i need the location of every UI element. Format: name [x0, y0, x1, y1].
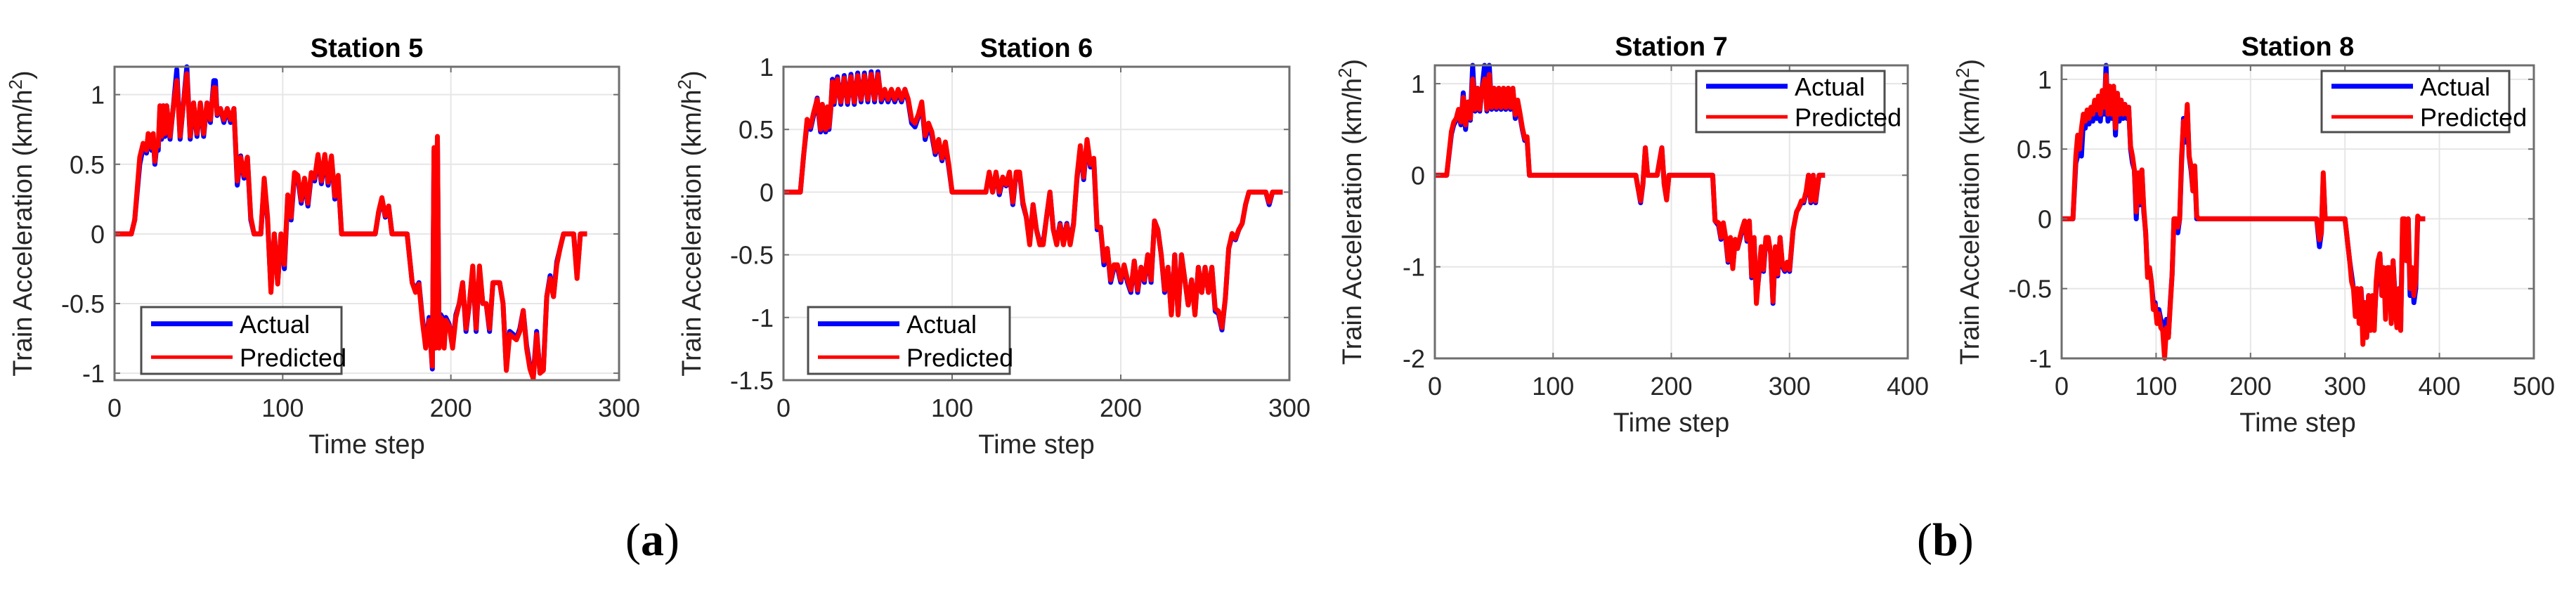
y-tick-label: 0.5	[739, 115, 774, 144]
legend-label-predicted: Predicted	[240, 343, 346, 372]
y-axis-label: Train Acceleration (km/h2)	[674, 70, 707, 376]
x-tick-label: 100	[931, 394, 973, 422]
x-tick-label: 100	[1532, 372, 1574, 401]
x-tick-label: 300	[1268, 394, 1310, 422]
legend-label-actual: Actual	[906, 310, 977, 339]
legend-label-predicted: Predicted	[906, 343, 1013, 372]
y-tick-label: 0.5	[70, 150, 105, 179]
x-tick-label: 0	[1428, 372, 1442, 401]
y-tick-label: -1	[2029, 344, 2052, 373]
x-tick-label: 400	[1887, 372, 1929, 401]
y-tick-label: -1	[1403, 253, 1425, 282]
legend-label-actual: Actual	[2420, 72, 2490, 101]
x-axis-label: Time step	[2239, 408, 2355, 438]
series-predicted-line	[1435, 72, 1826, 306]
x-tick-label: 0	[2055, 372, 2069, 401]
y-tick-label: -1.5	[730, 366, 774, 395]
axes-box	[113, 65, 620, 382]
x-tick-label: 300	[1769, 372, 1811, 401]
x-tick-label: 400	[2419, 372, 2461, 401]
chart-station-6: 0 100 200 300 -1.5 -1 -0.5 0 0.5 1 Station 6 Time s…	[674, 34, 1310, 460]
y-tick-label: 1	[2038, 65, 2052, 94]
y-tick-label: -1	[751, 304, 774, 332]
legend-label-actual: Actual	[240, 310, 310, 339]
x-axis-label: Time step	[308, 430, 424, 460]
chart-station-8: 0 100 200 300 400 500 -1 -0.5 0 0.5 1 Station 8 Time…	[1952, 32, 2555, 438]
series-predicted-line	[783, 72, 1283, 330]
chart-station-5: 0 100 200 300 -1 -0.5 0 0.5 1 Station 5 Time step T…	[5, 34, 640, 460]
x-tick-label: 200	[2230, 372, 2272, 401]
chart-title: Station 6	[980, 34, 1093, 63]
y-tick-label: -1	[82, 359, 105, 388]
x-axis-label: Time step	[1613, 408, 1729, 438]
y-axis-label: Train Acceleration (km/h2)	[5, 70, 38, 376]
x-tick-label: 300	[598, 394, 640, 422]
chart-title: Station 8	[2242, 32, 2354, 62]
y-axis-label: Train Acceleration (km/h2)	[1952, 59, 1985, 365]
x-tick-label: 0	[108, 394, 122, 422]
y-tick-label: 1	[91, 81, 105, 110]
axes-box	[2060, 64, 2535, 360]
y-tick-label: -0.5	[2008, 275, 2052, 304]
x-tick-label: 200	[1650, 372, 1692, 401]
axes-box	[782, 65, 1291, 382]
y-tick-label: -0.5	[730, 241, 774, 270]
legend-label-predicted: Predicted	[2420, 103, 2527, 131]
series-predicted-line	[115, 71, 587, 382]
x-tick-label: 200	[430, 394, 472, 422]
y-tick-label: 1	[1411, 70, 1425, 98]
y-tick-label: 1	[760, 53, 774, 82]
legend-label-predicted: Predicted	[1795, 103, 1901, 131]
y-tick-label: 0	[1411, 161, 1425, 190]
legend: Actual Predicted	[140, 306, 346, 375]
x-tick-label: 0	[776, 394, 791, 422]
y-tick-label: 0	[2038, 204, 2052, 233]
x-tick-label: 100	[2135, 372, 2177, 401]
chart-title: Station 7	[1615, 32, 1727, 62]
panel-label-a: (a)	[625, 514, 679, 566]
x-tick-label: 300	[2324, 372, 2366, 401]
x-tick-label: 500	[2513, 372, 2555, 401]
series-predicted-line	[2062, 72, 2426, 361]
y-tick-label: -2	[1403, 344, 1425, 373]
panel-label-b: (b)	[1917, 514, 1974, 566]
y-tick-label: 0	[91, 220, 105, 249]
y-tick-label: 0	[760, 178, 774, 207]
y-tick-label: 0.5	[2017, 135, 2052, 164]
chart-station-7: 0 100 200 300 400 -2 -1 0 1 Station 7 Time step Tra…	[1334, 32, 1929, 438]
y-axis-label: Train Acceleration (km/h2)	[1334, 59, 1367, 365]
legend-label-actual: Actual	[1795, 72, 1865, 101]
chart-title: Station 5	[311, 34, 423, 63]
legend: Actual Predicted	[807, 306, 1013, 375]
y-tick-label: -0.5	[61, 290, 105, 318]
x-tick-label: 100	[261, 394, 304, 422]
x-axis-label: Time step	[978, 430, 1094, 460]
x-tick-label: 200	[1100, 394, 1142, 422]
